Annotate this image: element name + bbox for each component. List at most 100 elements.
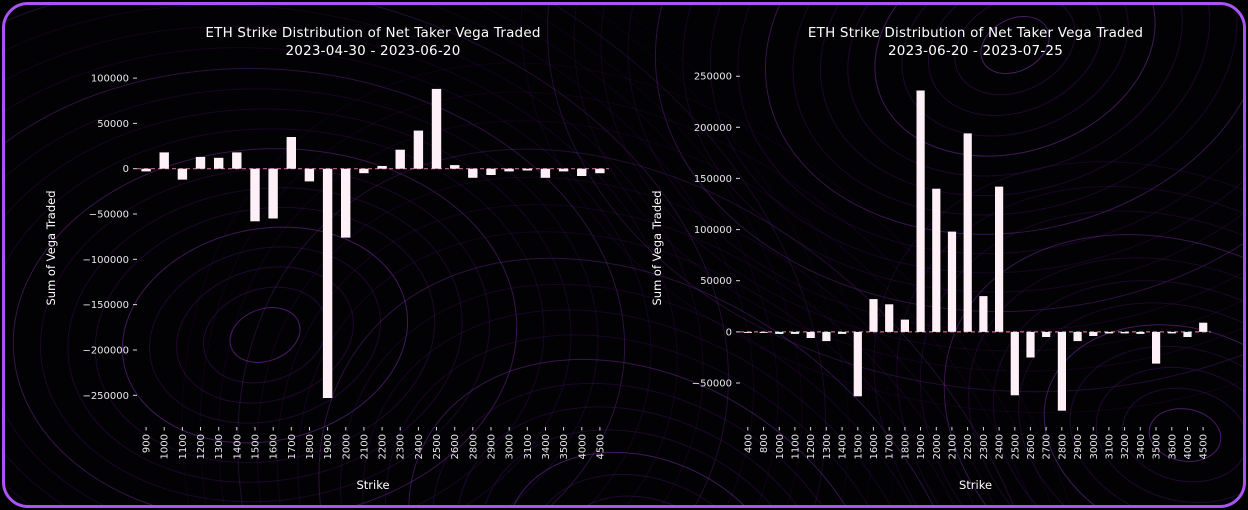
x-axis-tick-label: 1200 xyxy=(806,434,817,459)
contour-line xyxy=(431,382,859,505)
contour-line xyxy=(654,5,1243,313)
contour-line xyxy=(199,91,1091,505)
contour-line xyxy=(819,5,1211,197)
bar xyxy=(1042,331,1051,337)
chart-title-line: ETH Strike Distribution of Net Taker Veg… xyxy=(807,25,1144,41)
y-axis-tick-label: −100000 xyxy=(82,255,129,266)
x-axis-tick-label: 3600 xyxy=(1167,434,1178,459)
bar xyxy=(286,137,296,169)
bar xyxy=(1057,331,1066,411)
contour-line xyxy=(547,5,1243,393)
x-axis-tick-label: 2100 xyxy=(947,434,958,459)
x-axis-tick-label: 3000 xyxy=(1089,434,1100,459)
bar xyxy=(377,166,387,169)
bar xyxy=(1199,322,1208,332)
contour-line xyxy=(627,5,1243,332)
x-axis-tick-label: 2900 xyxy=(1073,434,1084,459)
y-axis-tick-label: 100000 xyxy=(694,225,732,236)
bar xyxy=(159,152,169,169)
x-axis-tick-label: 2400 xyxy=(414,434,425,459)
contour-line xyxy=(176,266,354,404)
bar xyxy=(1167,331,1176,334)
bar xyxy=(431,88,442,169)
x-axis-tick-label: 4500 xyxy=(595,434,606,459)
x-axis-tick-label: 4500 xyxy=(1199,434,1210,459)
x-axis-tick-label: 1500 xyxy=(251,434,262,459)
bar xyxy=(558,168,569,172)
contour-line xyxy=(980,15,1050,75)
x-axis-tick-label: 4000 xyxy=(577,434,588,459)
x-axis-tick-label: 1900 xyxy=(323,434,334,459)
x-axis-tick-label: 2000 xyxy=(341,434,352,459)
x-axis-tick-label: 3100 xyxy=(1104,434,1115,459)
contour-line xyxy=(1148,408,1222,462)
contour-line xyxy=(573,5,1243,372)
bar xyxy=(268,168,278,219)
chart-title-left: ETH Strike Distribution of Net Taker Veg… xyxy=(137,25,609,60)
bar xyxy=(1120,331,1129,334)
x-axis-tick-label: 1600 xyxy=(269,434,280,459)
contour-line xyxy=(5,5,754,505)
contour-line xyxy=(5,47,652,505)
contour-line xyxy=(94,206,436,464)
x-axis-tick-label: 1400 xyxy=(838,434,849,459)
contour-line xyxy=(5,128,545,505)
bar xyxy=(869,299,878,332)
y-axis-tick-label: −50000 xyxy=(89,210,129,221)
bar xyxy=(468,168,478,178)
bar xyxy=(1010,331,1019,396)
contour-line xyxy=(5,26,678,505)
bar xyxy=(885,304,894,332)
bar xyxy=(522,168,532,171)
contour-line xyxy=(67,187,463,483)
bar xyxy=(995,186,1004,332)
x-axis-tick-label: 2700 xyxy=(1042,434,1053,459)
x-axis-tick-label: 2800 xyxy=(1057,434,1068,459)
x-axis-tick-label: 1700 xyxy=(287,434,298,459)
y-axis-tick-label: 200000 xyxy=(694,123,732,134)
background-contours xyxy=(5,5,1243,505)
x-axis-tick-label: 2400 xyxy=(995,434,1006,459)
contour-line xyxy=(1122,387,1243,483)
contour-line xyxy=(505,451,785,505)
contour-line xyxy=(362,309,928,505)
contour-line xyxy=(256,176,1034,505)
contour-line xyxy=(531,473,759,505)
y-axis-tick-label: 100000 xyxy=(91,74,129,85)
bar xyxy=(1073,331,1082,342)
chart-block-right: ETH Strike Distribution of Net Taker Veg… xyxy=(635,11,1241,505)
x-axis-tick-label: 1400 xyxy=(232,434,243,459)
x-axis-tick-label: 2900 xyxy=(487,434,498,459)
x-axis-tick-label: 3400 xyxy=(1136,434,1147,459)
chart-title-line: ETH Strike Distribution of Net Taker Veg… xyxy=(205,25,541,41)
x-axis-tick-label: 3500 xyxy=(559,434,570,459)
bar xyxy=(141,168,151,172)
bar xyxy=(759,331,768,333)
bar xyxy=(304,168,315,182)
contour-line xyxy=(943,234,1243,505)
contour-line xyxy=(1018,302,1243,505)
x-axis-tick-label: 400 xyxy=(743,434,754,453)
x-axis-tick-label: 3500 xyxy=(1152,434,1163,459)
contour-line xyxy=(5,88,599,505)
bar xyxy=(790,331,800,334)
x-axis-tick-label: 2200 xyxy=(963,434,974,459)
contour-line xyxy=(928,5,1102,117)
x-axis-tick-label: 2000 xyxy=(932,434,943,459)
bar xyxy=(322,168,333,398)
bar xyxy=(540,168,551,178)
bar xyxy=(450,165,460,169)
contour-line xyxy=(847,5,1183,177)
contour-line xyxy=(340,283,950,505)
contour-line xyxy=(968,257,1243,505)
contour-line xyxy=(1095,366,1243,504)
x-axis-tick-label: 1700 xyxy=(885,434,896,459)
x-axis-tick-label: 3000 xyxy=(505,434,516,459)
x-axis-tick-label: 2500 xyxy=(432,434,443,459)
y-axis-tick-label: 150000 xyxy=(694,174,732,185)
y-axis-tick-label: −50000 xyxy=(692,379,732,390)
contour-line xyxy=(764,5,1243,235)
bar xyxy=(413,130,424,169)
x-axis-tick-label: 1300 xyxy=(214,434,225,459)
x-axis-tick-label: 1100 xyxy=(790,434,801,459)
